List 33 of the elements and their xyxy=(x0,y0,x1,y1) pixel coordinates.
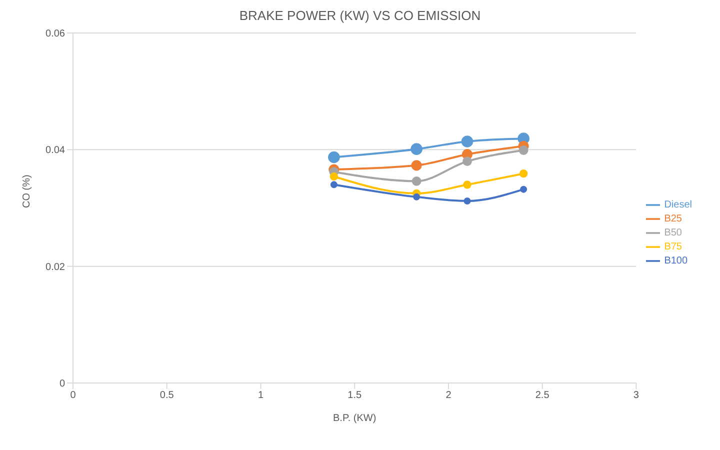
point xyxy=(330,181,338,188)
x-tick-label: 1 xyxy=(258,390,264,402)
legend-label: B50 xyxy=(664,228,682,239)
x-tick-label: 3 xyxy=(633,390,640,402)
x-tick-label: 2.5 xyxy=(535,390,550,402)
x-tick-label: 1.5 xyxy=(348,390,362,402)
point xyxy=(328,151,340,164)
y-axis-title: CO (%) xyxy=(22,174,33,208)
y-tick-label: 0 xyxy=(59,378,66,390)
point xyxy=(518,146,528,155)
point xyxy=(520,186,528,193)
point xyxy=(330,172,338,181)
point xyxy=(413,193,420,200)
x-tick-label: 2 xyxy=(446,390,452,402)
point xyxy=(411,160,422,171)
x-tick-label: 0.5 xyxy=(160,390,174,402)
y-tick-label: 0.04 xyxy=(46,145,66,156)
y-tick-label: 0.06 xyxy=(46,28,66,40)
point xyxy=(412,176,422,186)
legend-label: B25 xyxy=(664,214,682,225)
legend-label: B75 xyxy=(664,242,682,253)
point xyxy=(410,143,422,155)
point xyxy=(519,169,528,178)
x-tick-label: 0 xyxy=(70,390,76,402)
point xyxy=(461,136,474,148)
point xyxy=(463,180,472,189)
legend-label: B100 xyxy=(664,256,688,267)
legend-label: Diesel xyxy=(664,200,692,211)
y-tick-label: 0.02 xyxy=(46,262,66,273)
point xyxy=(462,156,472,166)
x-axis-title: B.P. (KW) xyxy=(333,413,376,424)
point xyxy=(464,198,471,204)
chart-title: BRAKE POWER (KW) VS CO EMISSION xyxy=(238,8,482,23)
